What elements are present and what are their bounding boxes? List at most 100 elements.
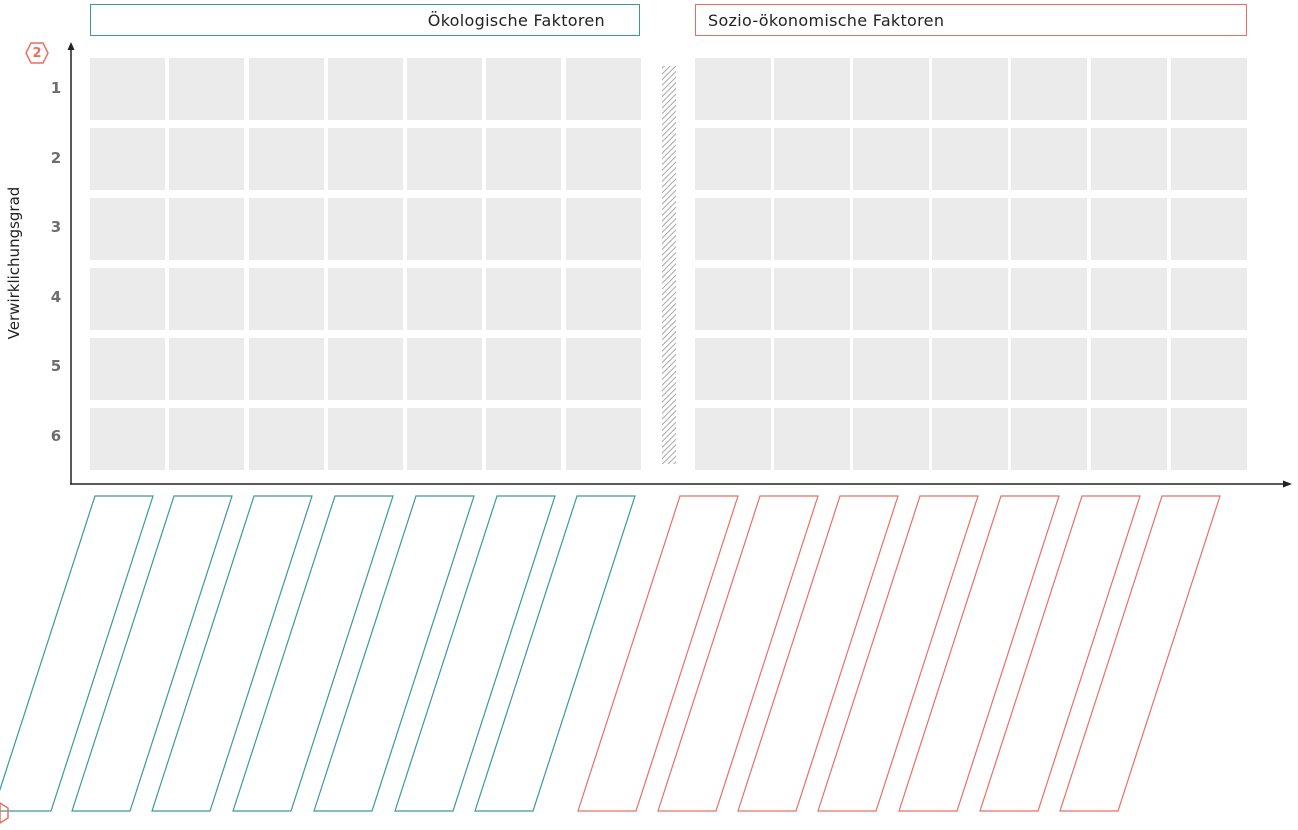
- socio_economic-grid-cell[interactable]: [695, 338, 771, 400]
- socio_economic-grid-cell[interactable]: [1011, 198, 1087, 260]
- socio_economic-grid-cell[interactable]: [1011, 128, 1087, 190]
- socio_economic-grid-cell[interactable]: [774, 128, 850, 190]
- ecological-grid-cell[interactable]: [90, 268, 165, 330]
- socio_economic-grid-cell[interactable]: [1011, 408, 1087, 470]
- ecological-grid-cell[interactable]: [90, 198, 165, 260]
- ecological-grid-cell[interactable]: [486, 338, 561, 400]
- socio_economic-grid-cell[interactable]: [1171, 198, 1247, 260]
- ecological-grid-cell[interactable]: [249, 58, 324, 120]
- ecological-grid-cell[interactable]: [566, 58, 641, 120]
- ecological-grid-cell[interactable]: [407, 268, 482, 330]
- ecological-grid-cell[interactable]: [169, 198, 244, 260]
- ecological-grid-cell[interactable]: [328, 198, 403, 260]
- socio_economic-grid-cell[interactable]: [932, 198, 1008, 260]
- socio_economic-factor-label-box[interactable]: [898, 495, 1060, 812]
- ecological-grid-cell[interactable]: [90, 128, 165, 190]
- socio_economic-grid-cell[interactable]: [932, 338, 1008, 400]
- socio_economic-grid-cell[interactable]: [853, 58, 929, 120]
- socio_economic-grid-cell[interactable]: [853, 338, 929, 400]
- socio_economic-grid-cell[interactable]: [853, 198, 929, 260]
- socio_economic-grid-cell[interactable]: [853, 268, 929, 330]
- socio_economic-grid-cell[interactable]: [853, 408, 929, 470]
- socio_economic-grid-cell[interactable]: [1091, 58, 1167, 120]
- socio_economic-factor-label-box[interactable]: [657, 495, 819, 812]
- ecological-grid-cell[interactable]: [169, 268, 244, 330]
- socio_economic-grid-cell[interactable]: [695, 58, 771, 120]
- socio_economic-grid-cell[interactable]: [1171, 58, 1247, 120]
- socio_economic-factor-label-box[interactable]: [1059, 495, 1221, 812]
- socio_economic-grid-cell[interactable]: [774, 338, 850, 400]
- ecological-grid-cell[interactable]: [249, 128, 324, 190]
- socio_economic-factor-label-box[interactable]: [737, 495, 899, 812]
- ecological-grid-cell[interactable]: [486, 58, 561, 120]
- ecological-grid-cell[interactable]: [566, 268, 641, 330]
- ecological-grid-cell[interactable]: [90, 338, 165, 400]
- socio_economic-grid-cell[interactable]: [1091, 268, 1167, 330]
- socio_economic-grid-cell[interactable]: [1091, 198, 1167, 260]
- ecological-grid-cell[interactable]: [328, 408, 403, 470]
- ecological-grid-cell[interactable]: [169, 58, 244, 120]
- ecological-grid-cell[interactable]: [169, 408, 244, 470]
- socio_economic-grid-cell[interactable]: [853, 128, 929, 190]
- ecological-grid-cell[interactable]: [566, 408, 641, 470]
- ecological-grid-cell[interactable]: [407, 58, 482, 120]
- ecological-grid-cell[interactable]: [249, 198, 324, 260]
- hexagon-icon: [25, 42, 49, 64]
- ecological-grid-cell[interactable]: [328, 128, 403, 190]
- ecological-grid-cell[interactable]: [566, 338, 641, 400]
- socio_economic-grid-cell[interactable]: [1011, 338, 1087, 400]
- socio_economic-grid-cell[interactable]: [1011, 58, 1087, 120]
- socio-economic-factors-title: Sozio-ökonomische Faktoren: [708, 10, 945, 30]
- ecological-grid-cell[interactable]: [486, 268, 561, 330]
- ecological-grid-cell[interactable]: [407, 338, 482, 400]
- ecological-grid-cell[interactable]: [407, 128, 482, 190]
- ecological-grid-cell[interactable]: [486, 408, 561, 470]
- ecological-grid-cell[interactable]: [566, 128, 641, 190]
- ecological-grid-cell[interactable]: [249, 268, 324, 330]
- socio_economic-grid-cell[interactable]: [1091, 338, 1167, 400]
- ecological-grid-cell[interactable]: [486, 198, 561, 260]
- ecological-grid-cell[interactable]: [566, 198, 641, 260]
- ecological-grid-cell[interactable]: [328, 338, 403, 400]
- socio_economic-grid-cell[interactable]: [695, 128, 771, 190]
- ecological-factor-label-box[interactable]: [151, 495, 313, 812]
- socio_economic-grid-cell[interactable]: [932, 408, 1008, 470]
- socio_economic-grid-cell[interactable]: [932, 268, 1008, 330]
- socio_economic-grid-cell[interactable]: [774, 268, 850, 330]
- ecological-grid-cell[interactable]: [90, 58, 165, 120]
- socio_economic-grid-cell[interactable]: [774, 58, 850, 120]
- ecological-grid-cell[interactable]: [407, 198, 482, 260]
- socio_economic-grid-cell[interactable]: [1171, 408, 1247, 470]
- socio_economic-grid-cell[interactable]: [932, 128, 1008, 190]
- ecological-factor-label-box[interactable]: [232, 495, 394, 812]
- socio_economic-grid-cell[interactable]: [1091, 408, 1167, 470]
- socio_economic-grid-cell[interactable]: [1011, 268, 1087, 330]
- socio_economic-grid-cell[interactable]: [1091, 128, 1167, 190]
- socio_economic-factor-label-box[interactable]: [577, 495, 739, 812]
- ecological-grid-cell[interactable]: [407, 408, 482, 470]
- socio_economic-grid-cell[interactable]: [695, 408, 771, 470]
- ecological-grid-cell[interactable]: [328, 268, 403, 330]
- socio_economic-grid-cell[interactable]: [695, 268, 771, 330]
- ecological-factor-label-box[interactable]: [71, 495, 233, 812]
- socio_economic-grid-cell[interactable]: [1171, 268, 1247, 330]
- socio_economic-grid-cell[interactable]: [932, 58, 1008, 120]
- ecological-grid-cell[interactable]: [249, 338, 324, 400]
- ecological-grid-cell[interactable]: [486, 128, 561, 190]
- ecological-factor-label-box[interactable]: [474, 495, 636, 812]
- socio_economic-grid-cell[interactable]: [1171, 128, 1247, 190]
- socio_economic-factor-label-box[interactable]: [817, 495, 979, 812]
- ecological-grid-cell[interactable]: [169, 128, 244, 190]
- ecological-grid-cell[interactable]: [169, 338, 244, 400]
- socio_economic-grid-cell[interactable]: [774, 408, 850, 470]
- socio_economic-grid-cell[interactable]: [774, 198, 850, 260]
- ecological-grid-cell[interactable]: [90, 408, 165, 470]
- ecological-grid-cell[interactable]: [249, 408, 324, 470]
- ecological-factor-label-box[interactable]: [313, 495, 475, 812]
- socio_economic-grid-cell[interactable]: [1171, 338, 1247, 400]
- socio_economic-grid-cell[interactable]: [695, 198, 771, 260]
- ecological-factor-label-box[interactable]: [0, 495, 154, 812]
- ecological-factor-label-box[interactable]: [394, 495, 556, 812]
- ecological-grid-cell[interactable]: [328, 58, 403, 120]
- socio_economic-factor-label-box[interactable]: [979, 495, 1141, 812]
